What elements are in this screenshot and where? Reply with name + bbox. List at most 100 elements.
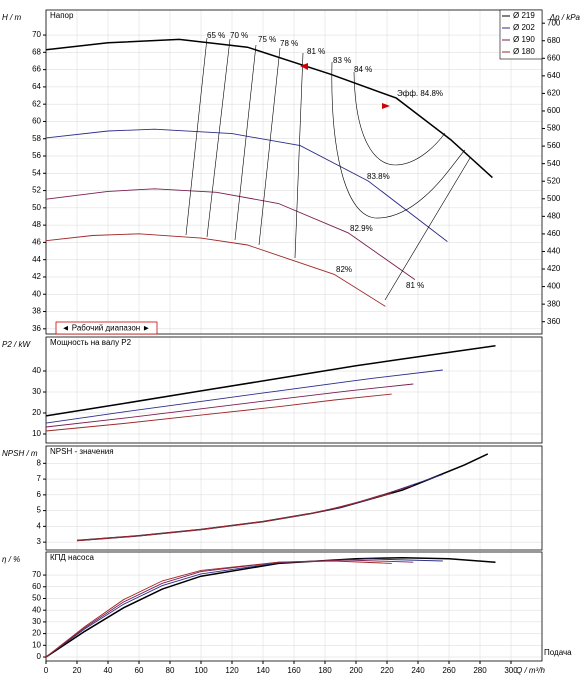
y-tick-label: 40 [32,605,41,614]
panel-title: КПД насоса [50,553,94,562]
x-tick-label: 160 [287,666,301,675]
curve [45,559,414,658]
y-tick-label: 54 [32,168,41,177]
y2-tick-label: 440 [547,247,561,256]
y-axis-label: η / % [2,555,20,564]
annotation: 83.8% [367,172,390,181]
iso-efficiency-line [258,47,281,246]
legend-box [499,9,543,60]
y-tick-label: 40 [32,289,41,298]
y2-tick-label: 500 [547,194,561,203]
y2-tick-label: 580 [547,124,561,133]
curve [45,188,416,280]
y2-tick-label: 540 [547,159,561,168]
y-tick-label: 8 [37,458,42,467]
iso-efficiency-line [234,44,257,241]
x-axis-label: Q / m³/h [516,666,545,675]
x-axis-name: Подача [544,648,572,657]
y2-tick-label: 700 [547,18,561,27]
y-tick-label: 70 [32,30,41,39]
y-tick-label: 50 [32,594,41,603]
x-tick-label: 20 [73,666,82,675]
x-tick-label: 200 [349,666,363,675]
annotation: 81 % [307,47,325,56]
curve [76,484,414,541]
y2-tick-label: 680 [547,36,561,45]
y2-tick-label: 620 [547,89,561,98]
y-tick-label: 66 [32,65,41,74]
panel-title: Напор [50,11,74,20]
curve [45,345,496,417]
y2-tick-label: 560 [547,141,561,150]
range-marker [300,63,308,70]
panel-frame [45,445,543,551]
annotation: 82.9% [350,224,373,233]
x-tick-label: 300 [504,666,518,675]
y2-tick-label: 420 [547,264,561,273]
x-tick-label: 140 [256,666,270,675]
curve [45,560,392,658]
y-tick-label: 60 [32,117,41,126]
curve [45,369,443,424]
curve [45,556,496,658]
y-tick-label: 48 [32,220,41,229]
y-tick-label: 10 [32,640,41,649]
x-tick-label: 100 [194,666,208,675]
y2-tick-label: 460 [547,229,561,238]
iso-efficiency-line [294,52,304,259]
curve [45,233,386,307]
x-tick-label: 220 [380,666,394,675]
y-tick-label: 4 [37,521,42,530]
y-axis-label: P2 / kW [2,340,31,349]
range-box [55,321,158,335]
curve [45,38,493,179]
y-tick-label: 7 [37,474,42,483]
curve [45,558,443,658]
y-tick-label: 40 [32,366,41,375]
y-tick-label: 64 [32,82,41,91]
x-tick-label: 180 [318,666,332,675]
y-tick-label: 3 [37,537,42,546]
y2-tick-label: 600 [547,106,561,115]
x-tick-label: 60 [135,666,144,675]
y-tick-label: 30 [32,617,41,626]
curve [76,473,443,541]
annotation: 82% [336,265,352,274]
annotation: 70 % [230,31,248,40]
y-tick-label: 30 [32,387,41,396]
x-tick-label: 260 [442,666,456,675]
iso-efficiency-line [206,38,231,238]
y2-tick-label: 380 [547,299,561,308]
curve [45,383,414,428]
annotation: 65 % [207,31,225,40]
y-tick-label: 70 [32,570,41,579]
y-tick-label: 20 [32,629,41,638]
x-tick-label: 280 [473,666,487,675]
y-tick-label: 0 [37,652,42,661]
curve [76,492,392,541]
curve [45,128,448,242]
annotation: Эфф. 84.8% [397,89,443,98]
panel-title: NPSH - значения [50,447,114,456]
y-tick-label: 36 [32,324,41,333]
legend-label: Ø 202 [513,23,535,32]
y-tick-label: 50 [32,203,41,212]
y-tick-label: 10 [32,429,41,438]
y2-tick-label: 360 [547,317,561,326]
x-tick-label: 240 [411,666,425,675]
legend-label: Ø 180 [513,47,535,56]
range-label: ◄ Рабочий диапазон ► [62,324,151,333]
y-tick-label: 20 [32,408,41,417]
curve [45,393,392,432]
y-axis-label: NPSH / m [2,449,38,458]
y2-tick-label: 480 [547,211,561,220]
y-tick-label: 42 [32,272,41,281]
panel-frame [45,9,543,335]
annotation: 83 % [333,56,351,65]
y-tick-label: 62 [32,99,41,108]
iso-efficiency-line [185,37,208,236]
range-marker [382,103,390,109]
y-tick-label: 5 [37,506,42,515]
y-tick-label: 68 [32,47,41,56]
